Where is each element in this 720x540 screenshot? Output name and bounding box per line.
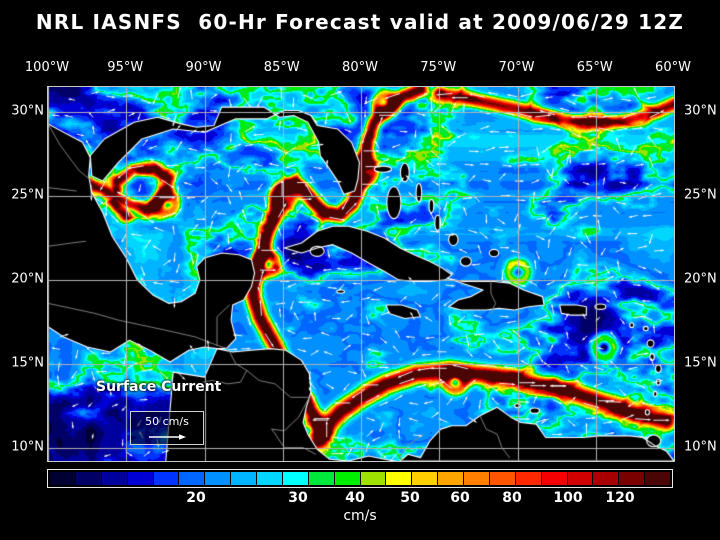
vector-scale-key: 50 cm/s: [130, 411, 204, 445]
colorbar-cell-0: [50, 472, 75, 485]
map-panel[interactable]: [47, 86, 675, 462]
colorbar-tick-6: 100: [553, 490, 583, 506]
surface-current-heatmap[interactable]: [48, 87, 674, 461]
colorbar-tick-labels: 20 30 40 50 60 80 100 120: [0, 490, 720, 508]
colorbar-cell-7: [231, 472, 256, 485]
lon-tick-label-0: 100°W: [24, 60, 70, 75]
vector-key-arrow-icon: [149, 434, 186, 440]
lat-tick-label-left-4: 10°N: [11, 439, 44, 455]
colorbar-cell-8: [257, 472, 282, 485]
lon-tick-label-7: 65°W: [576, 60, 613, 75]
lon-tick-label-6: 70°W: [498, 60, 535, 75]
colorbar-cell-12: [360, 472, 386, 485]
longitude-axis: 100°W 95°W 90°W 85°W 80°W 75°W 70°W 65°W 60°W: [0, 60, 720, 76]
colorbar-units-label: cm/s: [343, 508, 377, 524]
lon-tick-label-1: 95°W: [107, 60, 144, 75]
colorbar-cell-17: [489, 472, 515, 485]
colorbar-tick-7: 120: [605, 490, 635, 506]
lat-tick-label-right-2: 20°N: [684, 271, 717, 287]
colorbar-cell-21: [593, 472, 619, 485]
lon-tick-label-3: 85°W: [263, 60, 300, 75]
lat-tick-label-left-0: 30°N: [11, 103, 44, 119]
lon-tick-label-5: 75°W: [420, 60, 457, 75]
lat-tick-label-left-3: 15°N: [11, 355, 44, 371]
lon-tick-label-4: 80°W: [342, 60, 378, 75]
colorbar-cell-2: [101, 472, 127, 485]
colorbar-tick-5: 80: [502, 490, 522, 506]
page-title: NRL IASNFS 60-Hr Forecast valid at 2009/…: [35, 10, 685, 34]
colorbar-cell-23: [645, 472, 670, 485]
colorbar-cell-20: [567, 472, 593, 485]
colorbar-cell-10: [308, 472, 334, 485]
lon-tick-label-8: 60°W: [655, 60, 691, 75]
lat-tick-label-right-1: 25°N: [684, 187, 717, 203]
colorbar-tick-0: 20: [186, 490, 206, 506]
colorbar-tick-4: 60: [450, 490, 470, 506]
colorbar-cell-15: [438, 472, 463, 485]
colorbar[interactable]: [47, 469, 673, 488]
colorbar-tick-2: 40: [345, 490, 365, 506]
colorbar-cell-18: [515, 472, 541, 485]
colorbar-cell-6: [205, 472, 231, 485]
colorbar-cell-22: [619, 472, 645, 485]
colorbar-cell-14: [412, 472, 438, 485]
colorbar-cell-3: [127, 472, 153, 485]
colorbar-cells: [50, 472, 670, 485]
colorbar-cell-19: [541, 472, 567, 485]
colorbar-cell-5: [179, 472, 205, 485]
colorbar-cell-16: [464, 472, 489, 485]
colorbar-cell-9: [282, 472, 308, 485]
lat-tick-label-left-2: 20°N: [11, 271, 44, 287]
colorbar-tick-3: 50: [400, 490, 420, 506]
lat-tick-label-right-3: 15°N: [684, 355, 717, 371]
lat-tick-label-right-4: 10°N: [684, 439, 717, 455]
colorbar-tick-1: 30: [288, 490, 308, 506]
colorbar-cell-11: [334, 472, 360, 485]
colorbar-cell-1: [75, 472, 101, 485]
colorbar-cell-4: [153, 472, 179, 485]
lon-tick-label-2: 90°W: [185, 60, 222, 75]
lat-tick-label-left-1: 25°N: [11, 187, 44, 203]
lat-tick-label-right-0: 30°N: [684, 103, 717, 119]
vector-key-label: 50 cm/s: [145, 415, 189, 428]
surface-current-label: Surface Current: [96, 379, 222, 395]
colorbar-cell-13: [386, 472, 412, 485]
